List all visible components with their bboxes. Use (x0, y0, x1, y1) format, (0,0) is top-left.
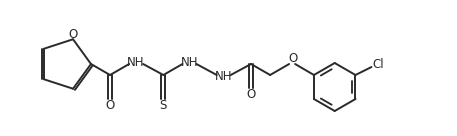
Text: S: S (159, 99, 167, 112)
Text: O: O (246, 88, 255, 101)
Text: O: O (288, 52, 298, 66)
Text: NH: NH (181, 55, 198, 69)
Text: Cl: Cl (372, 58, 384, 72)
Text: NH: NH (215, 70, 233, 84)
Text: O: O (106, 99, 115, 112)
Text: NH: NH (128, 55, 145, 69)
Text: O: O (69, 28, 78, 41)
